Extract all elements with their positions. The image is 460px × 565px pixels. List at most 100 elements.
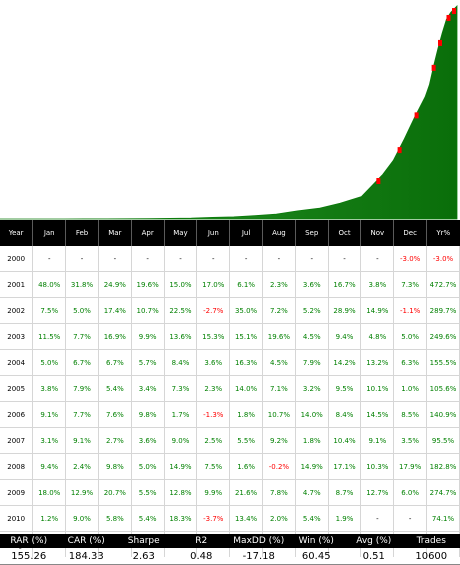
table-cell: -1.3%	[196, 401, 231, 428]
table-cell: -0.2%	[262, 453, 296, 480]
column-header: Yr%	[426, 220, 460, 246]
table-cell: 8.7%	[328, 479, 362, 506]
table-cell: 3.4%	[131, 375, 165, 402]
column-header: Dec	[393, 220, 428, 246]
table-cell: 140.9%	[426, 401, 460, 428]
table-cell: 10.1%	[360, 375, 395, 402]
table-cell: 4.5%	[295, 323, 329, 350]
table-cell: 2.3%	[262, 271, 296, 298]
table-cell: 13.4%	[229, 505, 263, 532]
table-cell: 7.1%	[262, 375, 296, 402]
summary-stats-table: RAR (%) CAR (%) Sharpe R2 MaxDD (%) Win (%) Av…	[0, 534, 460, 565]
table-cell: 6.7%	[65, 349, 99, 376]
stats-header: RAR (%)	[0, 534, 58, 548]
table-cell: 9.1%	[360, 427, 395, 454]
table-cell: 472.7%	[426, 271, 460, 298]
table-cell: 6.0%	[393, 479, 428, 506]
column-header: Jun	[196, 220, 231, 246]
stats-value: 0.48	[172, 548, 230, 565]
table-cell: 17.1%	[328, 453, 362, 480]
table-cell: 3.6%	[131, 427, 165, 454]
drawdown-mark	[376, 178, 381, 185]
table-cell: 4.7%	[295, 479, 329, 506]
table-cell: 155.5%	[426, 349, 460, 376]
table-cell: 5.4%	[98, 375, 132, 402]
table-cell: 8.5%	[393, 401, 428, 428]
table-cell: 3.8%	[32, 375, 67, 402]
table-cell: 10.7%	[131, 297, 165, 324]
stats-header: CAR (%)	[57, 534, 115, 548]
table-cell: 2.7%	[98, 427, 132, 454]
table-cell: 28.9%	[328, 297, 362, 324]
table-cell: 20.7%	[98, 479, 132, 506]
table-cell: 31.8%	[65, 271, 99, 298]
monthly-returns-table: Year Jan Feb Mar Apr May Jun Jul Aug Sep Oct Nov Dec…	[0, 220, 460, 557]
table-cell: 9.2%	[262, 427, 296, 454]
table-cell: -3.0%	[426, 246, 460, 272]
table-cell: -	[295, 246, 329, 272]
table-cell: -	[229, 246, 263, 272]
table-cell: 9.4%	[32, 453, 67, 480]
table-cell: 10.3%	[360, 453, 395, 480]
table-cell: 1.0%	[393, 375, 428, 402]
table-cell: 7.3%	[164, 375, 198, 402]
row-label: 2002	[0, 297, 34, 324]
table-cell: 14.9%	[164, 453, 198, 480]
table-cell: 1.7%	[164, 401, 198, 428]
table-cell: 9.9%	[196, 479, 231, 506]
table-cell: 7.7%	[65, 323, 99, 350]
table-cell: 7.6%	[98, 401, 132, 428]
table-cell: 289.7%	[426, 297, 460, 324]
table-row: 2010 1.2% 9.0% 5.8% 5.4% 18.3% -3.7% 13.4% 2.0% 5…	[0, 505, 460, 532]
table-cell: 5.0%	[65, 297, 99, 324]
table-cell: 1.6%	[229, 453, 263, 480]
table-cell: 21.6%	[229, 479, 263, 506]
table-cell: 15.0%	[164, 271, 198, 298]
equity-area	[0, 5, 458, 220]
row-label: 2003	[0, 323, 34, 350]
table-cell: -	[164, 246, 198, 272]
stats-values-row: 155.26 184.33 2.63 0.48 -17.18 60.45 0.51 10600	[0, 548, 460, 565]
stats-value: 184.33	[57, 548, 115, 565]
table-cell: 15.1%	[229, 323, 263, 350]
table-cell: 10.7%	[262, 401, 296, 428]
table-cell: 7.5%	[32, 297, 67, 324]
row-label: 2006	[0, 401, 34, 428]
table-cell: 14.9%	[360, 297, 395, 324]
table-cell: 18.3%	[164, 505, 198, 532]
column-header: Aug	[262, 220, 296, 246]
table-cell: -	[360, 505, 395, 532]
table-cell: 5.4%	[131, 505, 165, 532]
table-cell: 16.9%	[98, 323, 132, 350]
table-cell: 22.5%	[164, 297, 198, 324]
table-cell: 10.4%	[328, 427, 362, 454]
table-cell: 19.6%	[131, 271, 165, 298]
column-header: Feb	[65, 220, 99, 246]
table-cell: 8.4%	[164, 349, 198, 376]
table-cell: 7.9%	[295, 349, 329, 376]
table-cell: -3.7%	[196, 505, 231, 532]
stats-header-row: RAR (%) CAR (%) Sharpe R2 MaxDD (%) Win (%) Av…	[0, 534, 460, 548]
stats-value: 10600	[402, 548, 460, 565]
table-cell: 14.0%	[229, 375, 263, 402]
row-label: 2009	[0, 479, 34, 506]
row-label: 2000	[0, 246, 34, 272]
stats-header: R2	[172, 534, 230, 548]
stats-header: Trades	[402, 534, 460, 548]
table-cell: 6.1%	[229, 271, 263, 298]
table-cell: 5.0%	[32, 349, 67, 376]
table-cell: 9.5%	[328, 375, 362, 402]
column-header: Oct	[328, 220, 362, 246]
table-cell: 14.9%	[295, 453, 329, 480]
table-cell: 5.5%	[229, 427, 263, 454]
stats-value: 155.26	[0, 548, 58, 565]
table-row: 2008 9.4% 2.4% 9.8% 5.0% 14.9% 7.5% 1.6% -0.2% 14…	[0, 453, 460, 480]
row-label: 2004	[0, 349, 34, 376]
table-cell: -3.0%	[393, 246, 428, 272]
table-cell: 7.3%	[393, 271, 428, 298]
column-header: Year	[0, 220, 34, 246]
table-row: 2003 11.5% 7.7% 16.9% 9.9% 13.6% 15.3% 15.1% 19.…	[0, 323, 460, 350]
table-cell: 17.0%	[196, 271, 231, 298]
drawdown-mark	[452, 8, 457, 15]
table-cell: 14.2%	[328, 349, 362, 376]
